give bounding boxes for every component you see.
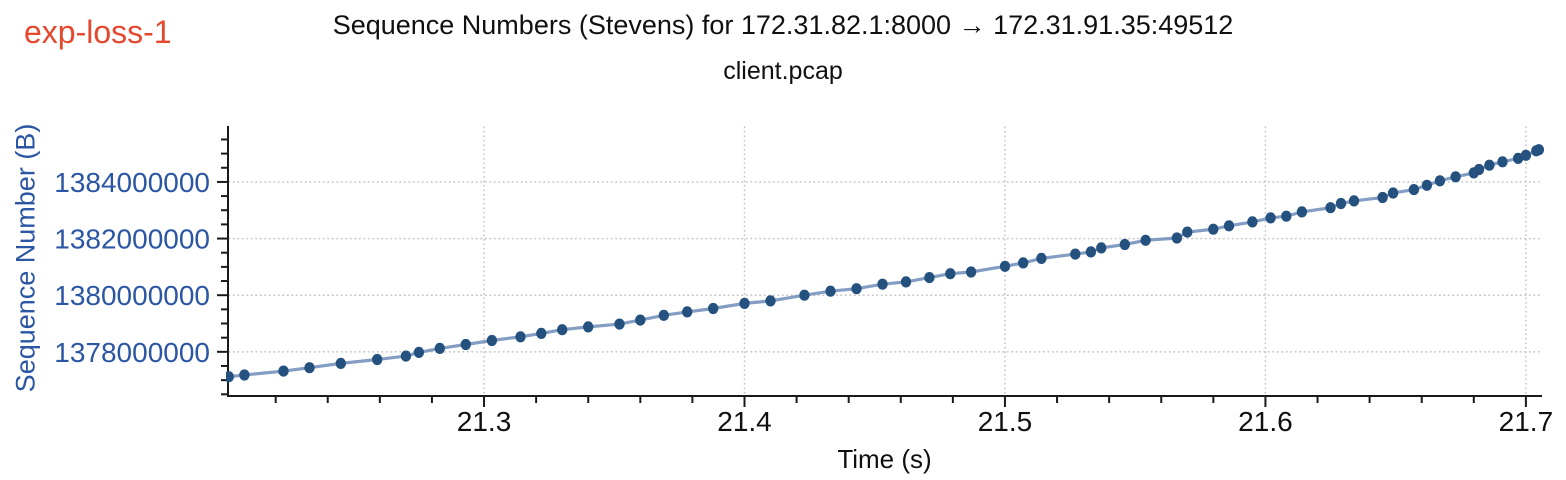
data-point	[400, 350, 412, 362]
data-point	[1335, 197, 1347, 210]
x-tick-labels: 21.3 21.4 21.5 21.6 21.7	[457, 406, 1553, 437]
data-point	[460, 338, 471, 351]
data-point	[765, 295, 776, 307]
y-ticks	[217, 138, 228, 396]
y-tick-label: 1380000000	[54, 280, 210, 311]
data-point	[1265, 212, 1276, 224]
data-point	[1408, 184, 1420, 196]
data-point	[304, 362, 315, 374]
grid-lines	[228, 126, 1542, 396]
data-point	[924, 272, 935, 284]
data-point	[1450, 171, 1461, 183]
data-point	[825, 285, 836, 297]
data-point	[999, 260, 1011, 272]
experiment-label: exp-loss-1	[24, 14, 172, 50]
data-point	[635, 314, 646, 326]
data-point	[1533, 144, 1545, 156]
y-axis-label: Sequence Number (B)	[10, 123, 41, 393]
data-point	[1296, 206, 1308, 218]
x-tick-label: 21.3	[457, 406, 512, 437]
data-point	[1096, 242, 1107, 254]
data-point	[739, 297, 750, 309]
data-point	[851, 283, 862, 295]
data-point	[1484, 159, 1495, 171]
data-line	[227, 148, 1541, 379]
data-point	[1208, 223, 1219, 235]
data-point	[614, 318, 625, 330]
chart-title: Sequence Numbers (Stevens) for 172.31.82…	[332, 10, 1234, 40]
data-point	[1325, 202, 1336, 214]
data-point	[1434, 175, 1446, 187]
x-ticks	[274, 396, 1527, 407]
x-tick-label: 21.4	[717, 406, 772, 437]
data-point	[413, 346, 425, 358]
data-series	[226, 144, 1545, 383]
data-point	[1140, 234, 1151, 246]
x-tick-label: 21.7	[1499, 406, 1554, 437]
x-tick-label: 21.6	[1238, 406, 1293, 437]
y-tick-label: 1378000000	[54, 337, 210, 368]
data-point	[1171, 232, 1183, 244]
data-point	[708, 302, 719, 315]
data-point	[434, 342, 445, 354]
y-tick-label: 1382000000	[54, 224, 210, 255]
data-point	[1473, 163, 1485, 176]
data-point	[799, 289, 810, 301]
data-point	[1036, 252, 1047, 264]
data-point	[515, 331, 526, 343]
data-point	[1018, 257, 1029, 269]
data-point	[1182, 226, 1193, 238]
data-point	[557, 324, 568, 336]
data-point	[239, 369, 250, 381]
data-point	[1348, 195, 1360, 207]
data-point	[965, 266, 977, 278]
axes	[227, 126, 1542, 397]
data-point	[1520, 149, 1532, 161]
x-axis-label: Time (s)	[837, 444, 932, 474]
data-point	[658, 309, 669, 321]
data-point	[583, 321, 594, 333]
data-point	[372, 353, 383, 366]
data-point	[682, 306, 693, 318]
data-point	[278, 365, 289, 377]
data-point	[945, 268, 956, 280]
y-tick-label: 1384000000	[54, 167, 210, 198]
data-point	[1085, 246, 1097, 258]
data-point	[877, 278, 888, 290]
data-point	[335, 357, 346, 369]
data-point	[1421, 179, 1433, 191]
data-point	[1377, 191, 1388, 204]
data-point	[1387, 187, 1399, 199]
data-point	[1247, 216, 1258, 228]
data-point	[1223, 220, 1235, 232]
data-point	[1512, 152, 1524, 164]
data-point	[900, 276, 912, 288]
data-point	[1070, 248, 1081, 260]
data-point	[1497, 156, 1508, 168]
y-tick-labels: 1378000000 1380000000 1382000000 1384000000	[54, 167, 210, 368]
data-point	[536, 327, 547, 339]
data-point	[1281, 210, 1292, 222]
data-point	[1119, 238, 1131, 251]
data-point	[226, 371, 234, 383]
chart-subtitle: client.pcap	[723, 57, 843, 85]
x-tick-label: 21.5	[978, 406, 1033, 437]
data-point	[486, 334, 498, 347]
